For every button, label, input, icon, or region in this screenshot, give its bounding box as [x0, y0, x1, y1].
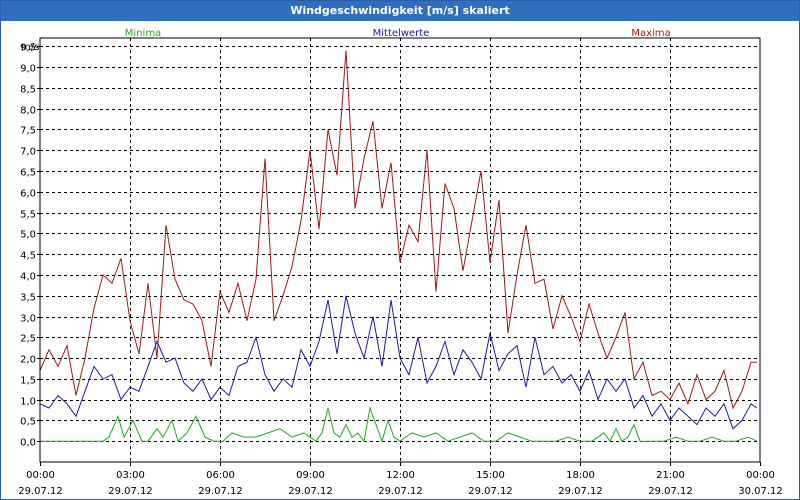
minima-line: [40, 406, 758, 443]
y-tick-label: 5,5: [20, 210, 36, 221]
title-bar: Windgeschwindigkeit [m/s] skaliert: [1, 1, 799, 21]
x-tick-time: 18:00: [566, 470, 595, 481]
x-tick-time: 00:00: [26, 470, 55, 481]
x-tick-date: 29.07.12: [108, 486, 153, 497]
y-tick-label: 9,5: [20, 43, 36, 54]
x-tick-date: 30.07.12: [738, 486, 783, 497]
chart-svg: 0,0 0,5 1,0 1,5 2,0 2,5 3,0 3,5 4,0 4,5 5,0 5,5 6,0 6…: [18, 28, 783, 497]
x-tick-time: 21:00: [656, 470, 685, 481]
x-tick-date: 29.07.12: [648, 486, 693, 497]
x-tick-time: 06:00: [206, 470, 235, 481]
y-tick-label: 3,5: [20, 293, 36, 304]
y-tick-label: 9,0: [20, 64, 36, 75]
y-tick-label: 2,5: [20, 334, 36, 345]
x-tick-date: 29.07.12: [198, 486, 243, 497]
y-tick-label: 2,0: [20, 355, 36, 366]
y-tick-label: 6,5: [20, 168, 36, 179]
legend-mittelwerte: Mittelwerte: [373, 28, 430, 39]
x-tick-date: 29.07.12: [468, 486, 513, 497]
y-tick-label: 6,0: [20, 189, 36, 200]
series-lines: [39, 50, 758, 443]
y-tick-label: 3,0: [20, 314, 36, 325]
y-tick-label: 7,5: [20, 126, 36, 137]
y-tick-label: 4,5: [20, 251, 36, 262]
y-axis-unit: m/s: [21, 42, 39, 53]
y-tick-label: 0,5: [20, 417, 36, 428]
grid: [40, 38, 760, 462]
x-tick-time: 09:00: [296, 470, 325, 481]
y-tick-label: 1,5: [20, 376, 36, 387]
y-tick-label: 4,0: [20, 272, 36, 283]
y-tick-label: 7,0: [20, 147, 36, 158]
legend-minima: Minima: [125, 28, 161, 39]
y-tick-label: 0,0: [20, 438, 36, 449]
y-tick-label: 8,5: [20, 85, 36, 96]
y-tick-label: 5,0: [20, 230, 36, 241]
y-tick-label: 8,0: [20, 106, 36, 117]
axes: 0,0 0,5 1,0 1,5 2,0 2,5 3,0 3,5 4,0 4,5 5,0 5,5 6,0 6…: [18, 37, 783, 497]
maxima-line: [39, 50, 757, 410]
x-tick-date: 29.07.12: [558, 486, 603, 497]
chart-title: Windgeschwindigkeit [m/s] skaliert: [290, 4, 510, 17]
x-tick-time: 12:00: [386, 470, 415, 481]
x-tick-time: 03:00: [116, 470, 145, 481]
x-tick-date: 29.07.12: [288, 486, 333, 497]
x-tick-time: 00:00: [746, 470, 775, 481]
x-tick-time: 15:00: [476, 470, 505, 481]
x-tick-date: 29.07.12: [378, 486, 423, 497]
mittelwerte-line: [39, 295, 758, 430]
legend-maxima: Maxima: [631, 28, 670, 39]
x-tick-date: 29.07.12: [18, 486, 63, 497]
y-tick-label: 1,0: [20, 397, 36, 408]
